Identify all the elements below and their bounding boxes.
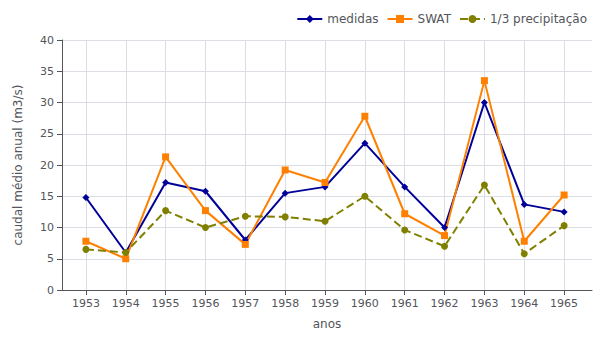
svg-text:30: 30 — [40, 96, 54, 109]
svg-text:40: 40 — [40, 34, 54, 47]
svg-text:1954: 1954 — [112, 297, 140, 310]
svg-text:1961: 1961 — [391, 297, 419, 310]
svg-text:1962: 1962 — [431, 297, 459, 310]
svg-text:1956: 1956 — [191, 297, 219, 310]
svg-text:35: 35 — [40, 65, 54, 78]
svg-text:1/3 precipitação: 1/3 precipitação — [490, 12, 587, 26]
svg-text:1955: 1955 — [152, 297, 180, 310]
svg-text:1960: 1960 — [351, 297, 379, 310]
svg-text:20: 20 — [40, 159, 54, 172]
svg-text:15: 15 — [40, 190, 54, 203]
svg-text:1958: 1958 — [271, 297, 299, 310]
svg-text:caudal médio anual (m3/s): caudal médio anual (m3/s) — [11, 85, 25, 246]
svg-text:1957: 1957 — [231, 297, 259, 310]
svg-text:1959: 1959 — [311, 297, 339, 310]
svg-text:5: 5 — [47, 252, 54, 265]
svg-text:1965: 1965 — [550, 297, 578, 310]
svg-text:1964: 1964 — [510, 297, 538, 310]
svg-text:anos: anos — [313, 317, 342, 331]
svg-text:25: 25 — [40, 127, 54, 140]
svg-text:1953: 1953 — [72, 297, 100, 310]
svg-text:medidas: medidas — [327, 12, 378, 26]
svg-text:1963: 1963 — [470, 297, 498, 310]
svg-text:10: 10 — [40, 221, 54, 234]
svg-text:0: 0 — [47, 284, 54, 297]
svg-text:SWAT: SWAT — [418, 12, 452, 26]
